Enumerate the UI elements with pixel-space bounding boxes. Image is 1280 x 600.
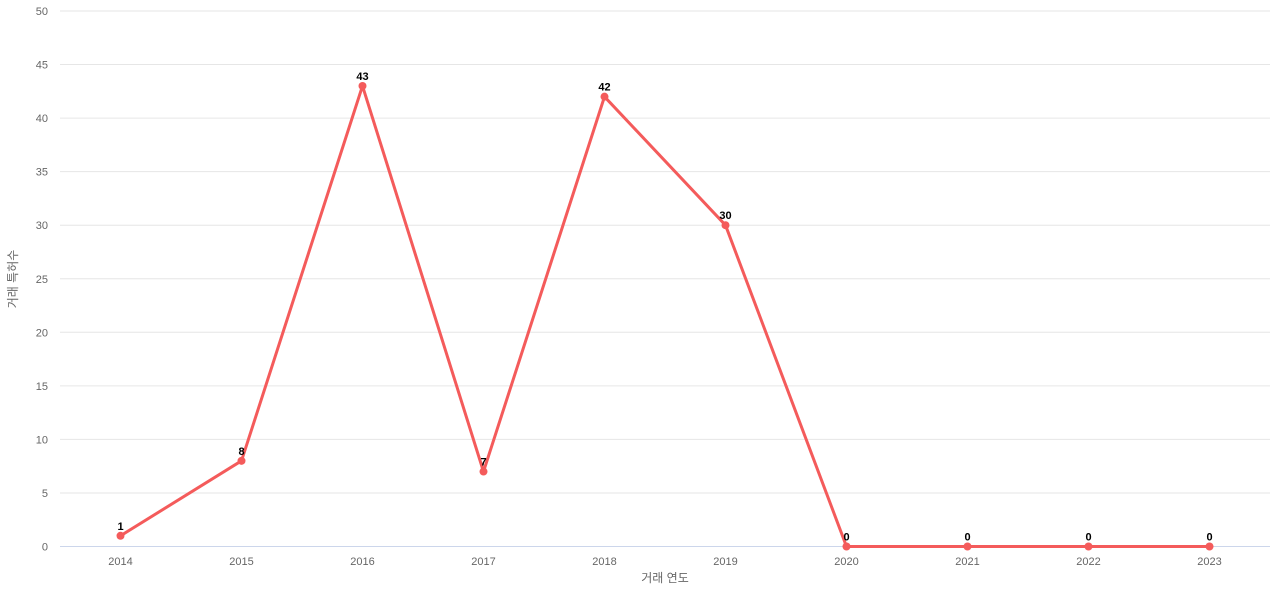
data-point[interactable]: [1084, 542, 1093, 551]
x-axis-title: 거래 연도: [641, 571, 689, 585]
data-point[interactable]: [1205, 542, 1214, 551]
y-tick-label: 40: [36, 113, 48, 125]
x-tick-label: 2016: [350, 556, 374, 568]
y-axis-title: 거래 특허수: [6, 250, 20, 309]
x-tick-label: 2020: [834, 556, 858, 568]
y-tick-label: 45: [36, 60, 48, 72]
data-point[interactable]: [721, 221, 730, 230]
x-tick-label: 2018: [592, 556, 616, 568]
x-tick-label: 2023: [1197, 556, 1221, 568]
data-label: 7: [480, 457, 486, 469]
y-tick-label: 0: [42, 542, 48, 554]
y-tick-label: 35: [36, 167, 48, 179]
y-tick-label: 30: [36, 220, 48, 232]
series-line: [119, 84, 1211, 548]
x-tick-label: 2022: [1076, 556, 1100, 568]
x-tick-label: 2015: [229, 556, 253, 568]
x-tick-label: 2021: [955, 556, 979, 568]
y-tick-label: 25: [36, 274, 48, 286]
y-tick-label: 15: [36, 381, 48, 393]
data-point[interactable]: [963, 542, 972, 551]
data-label: 0: [1085, 532, 1091, 544]
x-tick-label: 2014: [108, 556, 132, 568]
y-tick-label: 20: [36, 327, 48, 339]
data-point[interactable]: [237, 456, 246, 465]
gridlines-layer: [60, 10, 1270, 547]
data-point[interactable]: [358, 81, 367, 90]
data-label: 30: [719, 210, 731, 222]
data-point[interactable]: [479, 467, 488, 476]
data-label: 0: [843, 532, 849, 544]
y-tick-label: 50: [36, 6, 48, 18]
data-label: 8: [238, 446, 244, 458]
data-label: 1: [117, 521, 123, 533]
y-tick-label: 10: [36, 434, 48, 446]
data-point[interactable]: [600, 92, 609, 101]
data-point[interactable]: [842, 542, 851, 551]
x-tick-label: 2019: [713, 556, 737, 568]
series-layer: [116, 81, 1214, 551]
data-point[interactable]: [116, 531, 125, 540]
data-labels-layer: 1 8 43 7 42 30 0 0 0 0: [117, 71, 1212, 544]
data-label: 0: [964, 532, 970, 544]
data-label: 42: [598, 82, 610, 94]
x-tick-label: 2017: [471, 556, 495, 568]
data-label: 43: [356, 71, 368, 83]
data-label: 0: [1206, 532, 1212, 544]
y-tick-label: 5: [42, 488, 48, 500]
